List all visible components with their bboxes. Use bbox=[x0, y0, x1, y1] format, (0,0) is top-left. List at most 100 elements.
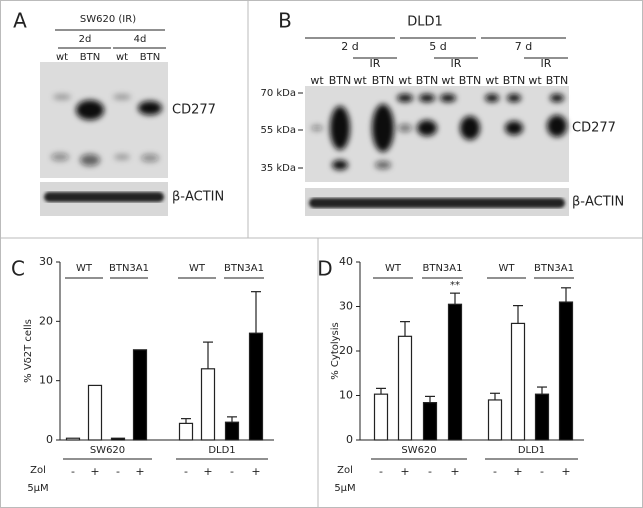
y-tick-label: 10 bbox=[39, 374, 53, 387]
bar bbox=[447, 303, 463, 441]
lane-label: BTN bbox=[459, 74, 482, 87]
lane-label: BTN bbox=[546, 74, 569, 87]
band-label: β-ACTIN bbox=[572, 195, 624, 210]
mw-marker: 55 kDa bbox=[260, 125, 296, 136]
condition-label: BTN3A1 bbox=[534, 263, 574, 274]
panel-letter: A bbox=[13, 9, 27, 33]
condition-label: BTN3A1 bbox=[224, 263, 264, 274]
y-axis-label: % Cytolysis bbox=[330, 322, 341, 380]
lane-label: wt bbox=[398, 74, 412, 87]
treatment-label: Zol bbox=[30, 465, 46, 476]
condition-label: WT bbox=[76, 263, 93, 274]
x-tick-label: - bbox=[184, 465, 188, 478]
timepoint: 7 d bbox=[515, 40, 532, 53]
bar bbox=[487, 399, 503, 441]
y-tick-label: 30 bbox=[39, 255, 53, 268]
condition-label: BTN3A1 bbox=[422, 263, 462, 274]
bar bbox=[248, 332, 264, 441]
bar bbox=[224, 421, 240, 441]
cell-line-label: DLD1 bbox=[208, 445, 235, 456]
lane-label: wt bbox=[485, 74, 499, 87]
condition-label: WT bbox=[385, 263, 402, 274]
panel-letter: B bbox=[278, 9, 292, 33]
y-tick-label: 20 bbox=[339, 344, 353, 357]
bar bbox=[422, 402, 438, 441]
x-tick-label: + bbox=[135, 465, 144, 478]
x-tick-label: + bbox=[450, 465, 459, 478]
mw-marker: 35 kDa bbox=[260, 163, 296, 174]
x-tick-label: + bbox=[561, 465, 570, 478]
x-tick-label: - bbox=[230, 465, 234, 478]
timepoint: 4d bbox=[134, 34, 147, 45]
treatment: IR bbox=[370, 57, 381, 70]
x-tick-label: - bbox=[428, 465, 432, 478]
cell-line: DLD1 bbox=[407, 15, 443, 30]
cell-line-label: DLD1 bbox=[518, 445, 545, 456]
x-tick-label: + bbox=[400, 465, 409, 478]
x-tick-label: + bbox=[203, 465, 212, 478]
lane-label: BTN bbox=[80, 52, 100, 63]
mw-marker: 70 kDa bbox=[260, 88, 296, 99]
treatment-label: Zol bbox=[337, 465, 353, 476]
y-tick-label: 20 bbox=[39, 314, 53, 327]
bar bbox=[110, 437, 126, 441]
lane-label: wt bbox=[310, 74, 324, 87]
x-tick-label: - bbox=[540, 465, 544, 478]
x-tick-label: + bbox=[513, 465, 522, 478]
condition-label: BTN3A1 bbox=[109, 263, 149, 274]
lane-label: BTN bbox=[372, 74, 395, 87]
lane-label: wt bbox=[528, 74, 542, 87]
bar bbox=[178, 422, 194, 441]
bar bbox=[373, 393, 389, 441]
condition-label: WT bbox=[499, 263, 516, 274]
bar bbox=[132, 349, 148, 441]
x-tick-label: - bbox=[493, 465, 497, 478]
bar bbox=[65, 437, 81, 441]
y-tick-label: 0 bbox=[46, 433, 53, 446]
x-tick-label: - bbox=[116, 465, 120, 478]
bar bbox=[200, 368, 216, 441]
band-label: CD277 bbox=[172, 103, 216, 118]
cell-line-label: SW620 bbox=[90, 445, 125, 456]
bar bbox=[510, 322, 526, 441]
timepoint: 2d bbox=[79, 34, 92, 45]
lane-label: BTN bbox=[329, 74, 352, 87]
bar bbox=[397, 335, 413, 441]
y-tick-label: 40 bbox=[339, 255, 353, 268]
blot-b bbox=[305, 86, 569, 216]
y-tick-label: 0 bbox=[346, 433, 353, 446]
timepoint: 2 d bbox=[341, 40, 358, 53]
treatment: IR bbox=[541, 57, 552, 70]
condition-label: WT bbox=[189, 263, 206, 274]
lane-label: BTN bbox=[416, 74, 439, 87]
lane-label: wt bbox=[441, 74, 455, 87]
cell-line-label: SW620 bbox=[401, 445, 436, 456]
dose-label: 5µM bbox=[334, 483, 355, 494]
y-tick-label: 10 bbox=[339, 389, 353, 402]
band-label: CD277 bbox=[572, 121, 616, 136]
x-tick-label: + bbox=[251, 465, 260, 478]
blot-a bbox=[40, 62, 168, 216]
timepoint: 5 d bbox=[429, 40, 446, 53]
significance: ** bbox=[450, 280, 460, 291]
bar bbox=[534, 393, 550, 441]
lane-label: BTN bbox=[503, 74, 526, 87]
y-axis-label: % Vδ2T cells bbox=[23, 319, 34, 383]
treatment: IR bbox=[451, 57, 462, 70]
band-label: β-ACTIN bbox=[172, 190, 224, 205]
x-tick-label: + bbox=[90, 465, 99, 478]
bar bbox=[558, 301, 574, 441]
x-tick-label: - bbox=[379, 465, 383, 478]
panel-letter: C bbox=[11, 257, 25, 281]
cell-line: SW620 (IR) bbox=[80, 14, 136, 25]
lane-label: BTN bbox=[140, 52, 160, 63]
bar bbox=[87, 384, 103, 441]
dose-label: 5µM bbox=[27, 483, 48, 494]
lane-label: wt bbox=[116, 52, 128, 63]
lane-label: wt bbox=[353, 74, 367, 87]
x-tick-label: - bbox=[71, 465, 75, 478]
panel-letter: D bbox=[317, 257, 332, 281]
y-tick-label: 30 bbox=[339, 300, 353, 313]
